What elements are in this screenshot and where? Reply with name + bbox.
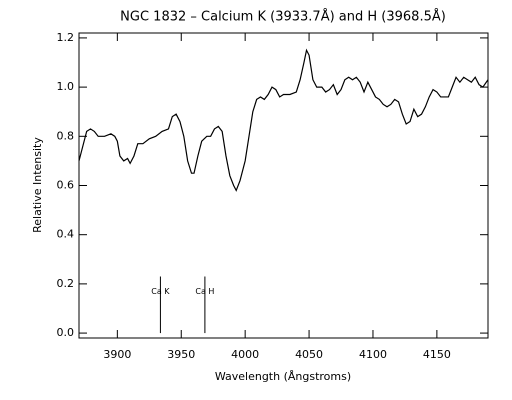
x-tick-label: 4100 <box>359 348 387 361</box>
y-tick-label: 0.8 <box>57 129 75 142</box>
x-tick-label: 4000 <box>231 348 259 361</box>
y-tick-label: 0.4 <box>57 228 75 241</box>
chart-title: NGC 1832 – Calcium K (3933.7Å) and H (39… <box>120 9 446 25</box>
y-tick-label: 1.0 <box>57 80 75 93</box>
spectrum-line <box>78 48 489 192</box>
x-tick-label: 4150 <box>423 348 451 361</box>
x-axis-label: Wavelength (Ångstroms) <box>215 370 351 383</box>
line-marker-label: Ca H <box>195 287 214 296</box>
y-axis-label: Relative Intensity <box>31 137 44 233</box>
y-tick-label: 1.2 <box>57 31 75 44</box>
y-tick-label: 0.6 <box>57 179 75 192</box>
line-marker-label: Ca K <box>151 287 170 296</box>
x-tick-label: 3950 <box>167 348 195 361</box>
y-tick-label: 0.0 <box>57 326 75 339</box>
y-tick-label: 0.2 <box>57 277 75 290</box>
x-tick-label: 3900 <box>103 348 131 361</box>
x-tick-label: 4050 <box>295 348 323 361</box>
